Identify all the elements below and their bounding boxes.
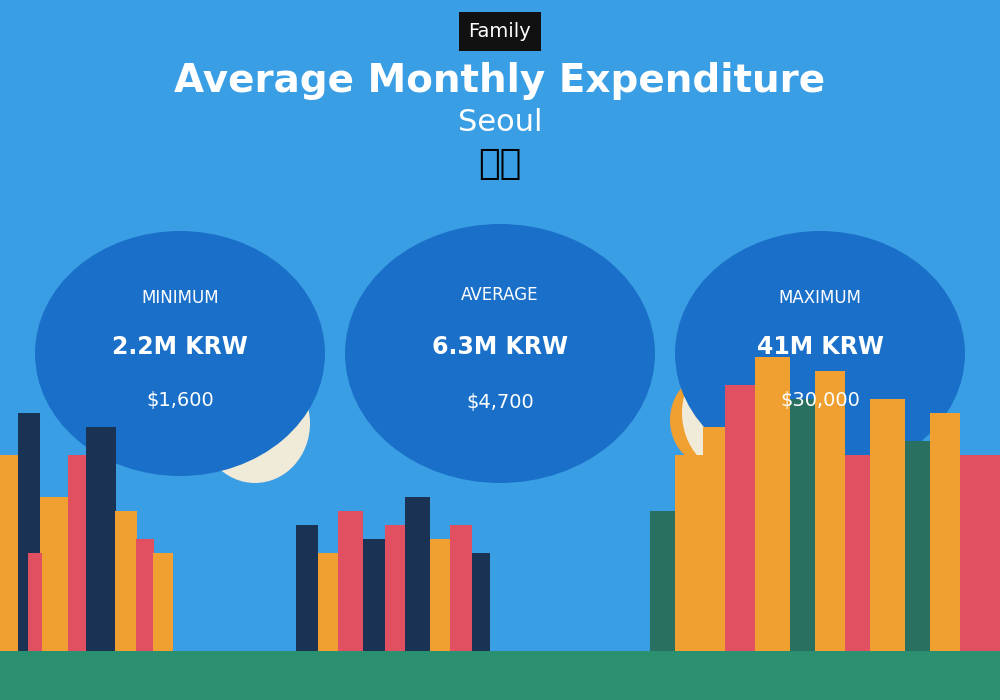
Bar: [755, 357, 790, 651]
Text: 41M KRW: 41M KRW: [757, 335, 883, 359]
Bar: [363, 539, 385, 651]
Bar: [0, 651, 1000, 700]
Bar: [930, 413, 960, 651]
Bar: [870, 399, 905, 651]
Text: AVERAGE: AVERAGE: [461, 286, 539, 304]
Bar: [960, 455, 1000, 651]
Ellipse shape: [675, 231, 965, 476]
Text: Seoul: Seoul: [458, 108, 542, 137]
Bar: [318, 553, 338, 651]
Bar: [790, 399, 815, 651]
Text: 🇰🇷: 🇰🇷: [478, 148, 522, 181]
Bar: [40, 497, 68, 651]
Text: $4,700: $4,700: [466, 393, 534, 412]
Ellipse shape: [682, 350, 798, 476]
Text: Family: Family: [469, 22, 531, 41]
Bar: [472, 553, 490, 651]
Text: 6.3M KRW: 6.3M KRW: [432, 335, 568, 359]
Bar: [0, 455, 18, 651]
Bar: [703, 427, 725, 651]
Text: $30,000: $30,000: [780, 391, 860, 409]
Bar: [338, 511, 363, 651]
Text: MAXIMUM: MAXIMUM: [778, 289, 862, 307]
Bar: [296, 525, 318, 651]
Bar: [675, 455, 703, 651]
Text: $1,600: $1,600: [146, 391, 214, 409]
Bar: [68, 455, 86, 651]
Bar: [815, 371, 845, 651]
Ellipse shape: [670, 374, 750, 466]
Bar: [18, 413, 40, 651]
Bar: [845, 455, 870, 651]
Bar: [725, 385, 755, 651]
Ellipse shape: [35, 231, 325, 476]
Bar: [42, 532, 67, 651]
Bar: [405, 497, 430, 651]
Bar: [430, 539, 450, 651]
Text: MINIMUM: MINIMUM: [141, 289, 219, 307]
Bar: [450, 525, 472, 651]
Bar: [650, 511, 675, 651]
Bar: [153, 553, 173, 651]
Ellipse shape: [200, 364, 310, 483]
Bar: [28, 553, 42, 651]
Ellipse shape: [187, 384, 263, 470]
Bar: [385, 525, 405, 651]
Bar: [115, 511, 137, 651]
Bar: [86, 427, 116, 651]
Text: 2.2M KRW: 2.2M KRW: [112, 335, 248, 359]
Ellipse shape: [345, 224, 655, 483]
Bar: [905, 441, 930, 651]
Text: Average Monthly Expenditure: Average Monthly Expenditure: [174, 62, 826, 99]
Bar: [136, 539, 154, 651]
